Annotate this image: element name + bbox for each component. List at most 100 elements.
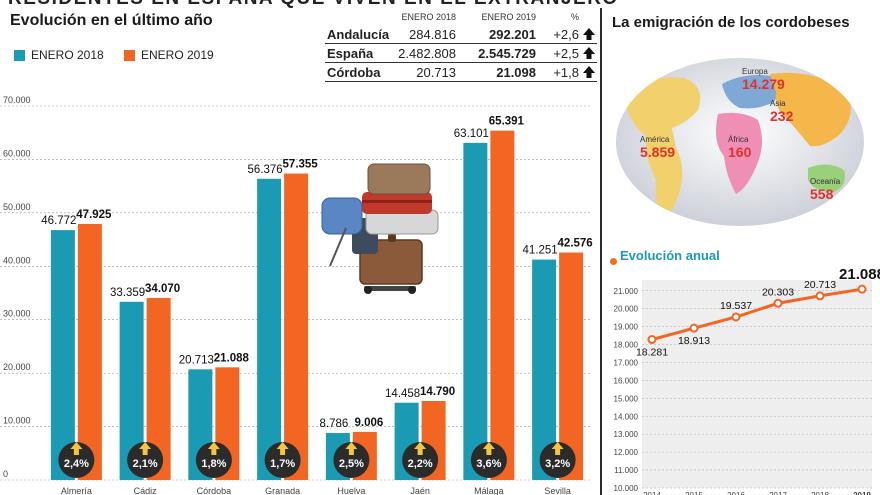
map-region-label: Europa 14.279	[742, 68, 785, 92]
data-label: 34.070	[145, 283, 180, 295]
y-tick-label: 20.000	[3, 362, 31, 372]
table-header-2018: ENERO 2018	[401, 12, 456, 22]
category-label: Cádiz	[134, 486, 158, 495]
table-cell-2019: 21.098	[496, 65, 536, 80]
growth-badge	[127, 442, 164, 478]
up-arrow-icon	[482, 442, 495, 455]
category-label: Córdoba	[197, 486, 232, 495]
bar-2019	[559, 252, 584, 480]
up-arrow-icon	[583, 47, 595, 59]
table-cell-name: España	[327, 46, 374, 61]
data-label: 20.713	[179, 354, 214, 366]
category-label: Jaén	[410, 486, 430, 495]
data-point	[773, 298, 783, 308]
data-label: 14.458	[385, 388, 420, 400]
map-region-label: Asia 232	[770, 99, 793, 124]
left-panel-title: Evolución en el último año	[10, 12, 213, 29]
y-tick-label: 30.000	[3, 309, 31, 319]
growth-badge	[264, 442, 301, 478]
data-label: 33.359	[110, 287, 145, 299]
growth-label: 2,5%	[339, 458, 364, 470]
data-label: 57.355	[283, 159, 319, 171]
legend-swatch-2019	[124, 49, 135, 61]
map-region-name: Oceanía	[810, 177, 841, 186]
table-row: Andalucía 284.816 292.201 +2,6	[325, 25, 597, 44]
category-label: Málaga	[474, 486, 504, 495]
up-arrow-icon	[139, 442, 152, 455]
y-tick-label: 13.000	[614, 430, 639, 439]
right-panel-title: La emigración de los cordobeses	[612, 14, 850, 31]
data-point	[857, 284, 867, 294]
y-tick-label: 11.000	[614, 466, 638, 475]
x-tick-label: 2019	[853, 491, 871, 495]
table-cell-name: Andalucía	[327, 27, 390, 42]
banner-text: RESIDENTES EN ESPAÑA QUE VIVEN EN EL EXT…	[8, 0, 619, 8]
bar-2018	[257, 178, 282, 480]
y-tick-label: 70.000	[3, 95, 31, 105]
table-cell-pct: +2,5	[553, 46, 579, 61]
data-label: 47.925	[76, 209, 112, 221]
up-arrow-icon	[276, 442, 289, 455]
map-region-name: Asia	[770, 99, 786, 108]
y-tick-label: 18.000	[614, 341, 639, 350]
left-panel: Evolución en el último año ENERO 2018 EN…	[0, 8, 600, 495]
data-label: 9.006	[354, 417, 383, 429]
data-label: 20.713	[804, 279, 836, 291]
table-header-row: ENERO 2018 ENERO 2019 %	[325, 12, 597, 25]
up-arrow-icon	[551, 442, 564, 455]
map-region-value: 5.859	[640, 144, 676, 160]
growth-label: 2,2%	[408, 458, 433, 470]
line-title-dot	[610, 258, 617, 265]
legend-item-2019: ENERO 2019	[124, 48, 214, 62]
y-tick-label: 40.000	[3, 255, 31, 265]
map-region-value: 558	[810, 186, 834, 202]
table-header-pct: %	[570, 12, 579, 22]
y-tick-label: 60.000	[3, 148, 31, 158]
table-cell-name: Córdoba	[327, 65, 381, 80]
legend-swatch-2018	[14, 49, 25, 61]
right-panel: La emigración de los cordobeses Europa 14…	[602, 8, 880, 495]
table-cell-pct: +2,6	[553, 27, 579, 42]
suitcases-illustration	[321, 163, 439, 294]
category-label: Almería	[61, 486, 92, 495]
growth-label: 1,7%	[270, 458, 295, 470]
up-arrow-icon	[414, 442, 427, 455]
table-row: España 2.482.808 2.545.729 +2,5	[325, 44, 597, 63]
line-chart-title: Evolución anual	[620, 248, 720, 263]
bar-2018	[50, 230, 75, 480]
up-arrow-icon	[583, 66, 595, 78]
up-arrow-icon	[70, 442, 83, 455]
data-label: 41.251	[523, 245, 558, 257]
data-point	[647, 335, 657, 345]
table-cell-2018: 20.713	[416, 65, 456, 80]
data-label: 42.576	[558, 238, 593, 250]
data-point	[731, 312, 741, 322]
data-label: 65.391	[489, 116, 525, 128]
y-tick-label: 17.000	[614, 358, 639, 367]
data-label: 8.786	[319, 418, 348, 430]
panel-divider	[600, 8, 602, 495]
y-tick-label: 20.000	[614, 305, 639, 314]
table-header-2019: ENERO 2019	[481, 12, 536, 22]
growth-label: 2,1%	[133, 458, 158, 470]
growth-label: 3,2%	[545, 458, 570, 470]
plot-background	[642, 280, 872, 488]
data-label: 14.790	[420, 386, 455, 398]
table-cell-2018: 2.482.808	[398, 46, 456, 61]
map-region-label: América 5.859	[640, 136, 676, 160]
line-chart: 10.000 11.000 12.000 13.000 14.000 15.000 16.0…	[614, 266, 880, 495]
growth-badge	[333, 442, 370, 478]
bar-2019	[490, 130, 515, 480]
y-tick-label: 10.000	[3, 416, 31, 426]
growth-label: 3,6%	[476, 458, 501, 470]
up-arrow-icon	[207, 442, 220, 455]
table-cell-2019: 2.545.729	[478, 46, 536, 61]
y-tick-label: 14.000	[614, 412, 639, 421]
table-row: Córdoba 20.713 21.098 +1,8	[325, 63, 597, 82]
x-tick-label: 2016	[727, 491, 745, 495]
y-tick-label: 16.000	[614, 376, 639, 385]
table-cell-pct: +1,8	[553, 65, 579, 80]
growth-badge	[195, 442, 232, 478]
y-tick-label: 0	[3, 469, 8, 479]
series-line	[651, 287, 863, 341]
